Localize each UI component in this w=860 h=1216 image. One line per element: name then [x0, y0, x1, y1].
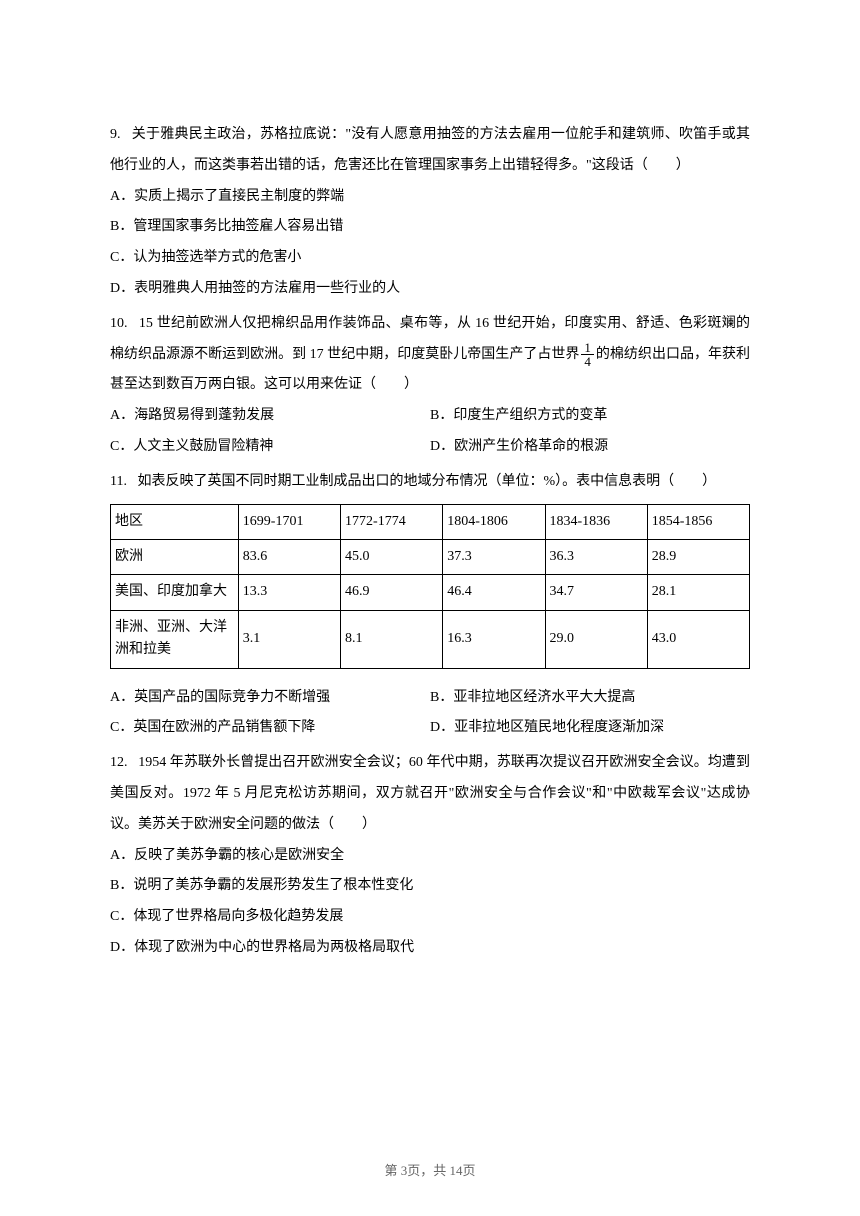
q11-option-b: B．亚非拉地区经济水平大大提高	[430, 683, 750, 714]
q9-body: 关于雅典民主政治，苏格拉底说："没有人愿意用抽签的方法去雇用一位舵手和建筑师、吹…	[110, 127, 750, 173]
page-footer: 第 3页，共 14页	[0, 1157, 860, 1186]
cell: 28.1	[647, 575, 749, 610]
q10-number: 10.	[110, 316, 128, 331]
cell: 83.6	[238, 539, 340, 574]
q11-body: 如表反映了英国不同时期工业制成品出口的地域分布情况（单位：%）。表中信息表明（ …	[137, 474, 716, 489]
cell: 16.3	[443, 610, 545, 668]
cell: 13.3	[238, 575, 340, 610]
q10-options-row-1: A．海路贸易得到蓬勃发展 B．印度生产组织方式的变革	[110, 401, 750, 432]
cell: 37.3	[443, 539, 545, 574]
q10-options-row-2: C．人文主义鼓励冒险精神 D．欧洲产生价格革命的根源	[110, 432, 750, 463]
q11-text: 11. 如表反映了英国不同时期工业制成品出口的地域分布情况（单位：%）。表中信息…	[110, 467, 750, 498]
table-header-row: 地区 1699-1701 1772-1774 1804-1806 1834-18…	[111, 504, 750, 539]
q11-option-c: C．英国在欧洲的产品销售额下降	[110, 713, 430, 744]
header-period-1: 1699-1701	[238, 504, 340, 539]
cell: 28.9	[647, 539, 749, 574]
q10-option-d: D．欧洲产生价格革命的根源	[430, 432, 750, 463]
cell: 美国、印度加拿大	[111, 575, 239, 610]
q12-option-b: B．说明了美苏争霸的发展形势发生了根本性变化	[110, 871, 750, 902]
q11-option-d: D．亚非拉地区殖民地化程度逐渐加深	[430, 713, 750, 744]
cell: 3.1	[238, 610, 340, 668]
q12-number: 12.	[110, 755, 128, 770]
q11-option-a: A．英国产品的国际竞争力不断增强	[110, 683, 430, 714]
header-region: 地区	[111, 504, 239, 539]
q9-option-c: C．认为抽签选举方式的危害小	[110, 243, 750, 274]
q9-option-b: B．管理国家事务比抽签雇人容易出错	[110, 212, 750, 243]
cell: 36.3	[545, 539, 647, 574]
q9-text: 9. 关于雅典民主政治，苏格拉底说："没有人愿意用抽签的方法去雇用一位舵手和建筑…	[110, 120, 750, 182]
cell: 8.1	[341, 610, 443, 668]
cell: 34.7	[545, 575, 647, 610]
export-distribution-table: 地区 1699-1701 1772-1774 1804-1806 1834-18…	[110, 504, 750, 669]
cell: 46.9	[341, 575, 443, 610]
cell: 欧洲	[111, 539, 239, 574]
cell: 46.4	[443, 575, 545, 610]
q12-text: 12. 1954 年苏联外长曾提出召开欧洲安全会议；60 年代中期，苏联再次提议…	[110, 748, 750, 840]
question-12: 12. 1954 年苏联外长曾提出召开欧洲安全会议；60 年代中期，苏联再次提议…	[110, 748, 750, 964]
q9-option-d: D．表明雅典人用抽签的方法雇用一些行业的人	[110, 274, 750, 305]
q11-options-row-1: A．英国产品的国际竞争力不断增强 B．亚非拉地区经济水平大大提高	[110, 683, 750, 714]
q11-number: 11.	[110, 474, 127, 489]
question-10: 10. 15 世纪前欧洲人仅把棉织品用作装饰品、桌布等，从 16 世纪开始，印度…	[110, 309, 750, 463]
table-row: 欧洲 83.6 45.0 37.3 36.3 28.9	[111, 539, 750, 574]
cell: 43.0	[647, 610, 749, 668]
q12-option-a: A．反映了美苏争霸的核心是欧洲安全	[110, 841, 750, 872]
q10-text: 10. 15 世纪前欧洲人仅把棉织品用作装饰品、桌布等，从 16 世纪开始，印度…	[110, 309, 750, 401]
q9-option-a: A．实质上揭示了直接民主制度的弊端	[110, 182, 750, 213]
q10-option-a: A．海路贸易得到蓬勃发展	[110, 401, 430, 432]
header-period-5: 1854-1856	[647, 504, 749, 539]
cell: 非洲、亚洲、大洋洲和拉美	[111, 610, 239, 668]
fraction-numerator: 1	[581, 341, 594, 355]
fraction-one-quarter: 14	[581, 341, 594, 368]
q11-options-row-2: C．英国在欧洲的产品销售额下降 D．亚非拉地区殖民地化程度逐渐加深	[110, 713, 750, 744]
fraction-denominator: 4	[581, 355, 594, 368]
cell: 29.0	[545, 610, 647, 668]
header-period-2: 1772-1774	[341, 504, 443, 539]
q9-number: 9.	[110, 127, 121, 142]
q10-option-b: B．印度生产组织方式的变革	[430, 401, 750, 432]
table-row: 非洲、亚洲、大洋洲和拉美 3.1 8.1 16.3 29.0 43.0	[111, 610, 750, 668]
q12-body: 1954 年苏联外长曾提出召开欧洲安全会议；60 年代中期，苏联再次提议召开欧洲…	[110, 755, 750, 832]
table-row: 美国、印度加拿大 13.3 46.9 46.4 34.7 28.1	[111, 575, 750, 610]
q12-option-d: D．体现了欧洲为中心的世界格局为两极格局取代	[110, 933, 750, 964]
question-11: 11. 如表反映了英国不同时期工业制成品出口的地域分布情况（单位：%）。表中信息…	[110, 467, 750, 744]
header-period-4: 1834-1836	[545, 504, 647, 539]
q12-option-c: C．体现了世界格局向多极化趋势发展	[110, 902, 750, 933]
q10-option-c: C．人文主义鼓励冒险精神	[110, 432, 430, 463]
question-9: 9. 关于雅典民主政治，苏格拉底说："没有人愿意用抽签的方法去雇用一位舵手和建筑…	[110, 120, 750, 305]
cell: 45.0	[341, 539, 443, 574]
header-period-3: 1804-1806	[443, 504, 545, 539]
